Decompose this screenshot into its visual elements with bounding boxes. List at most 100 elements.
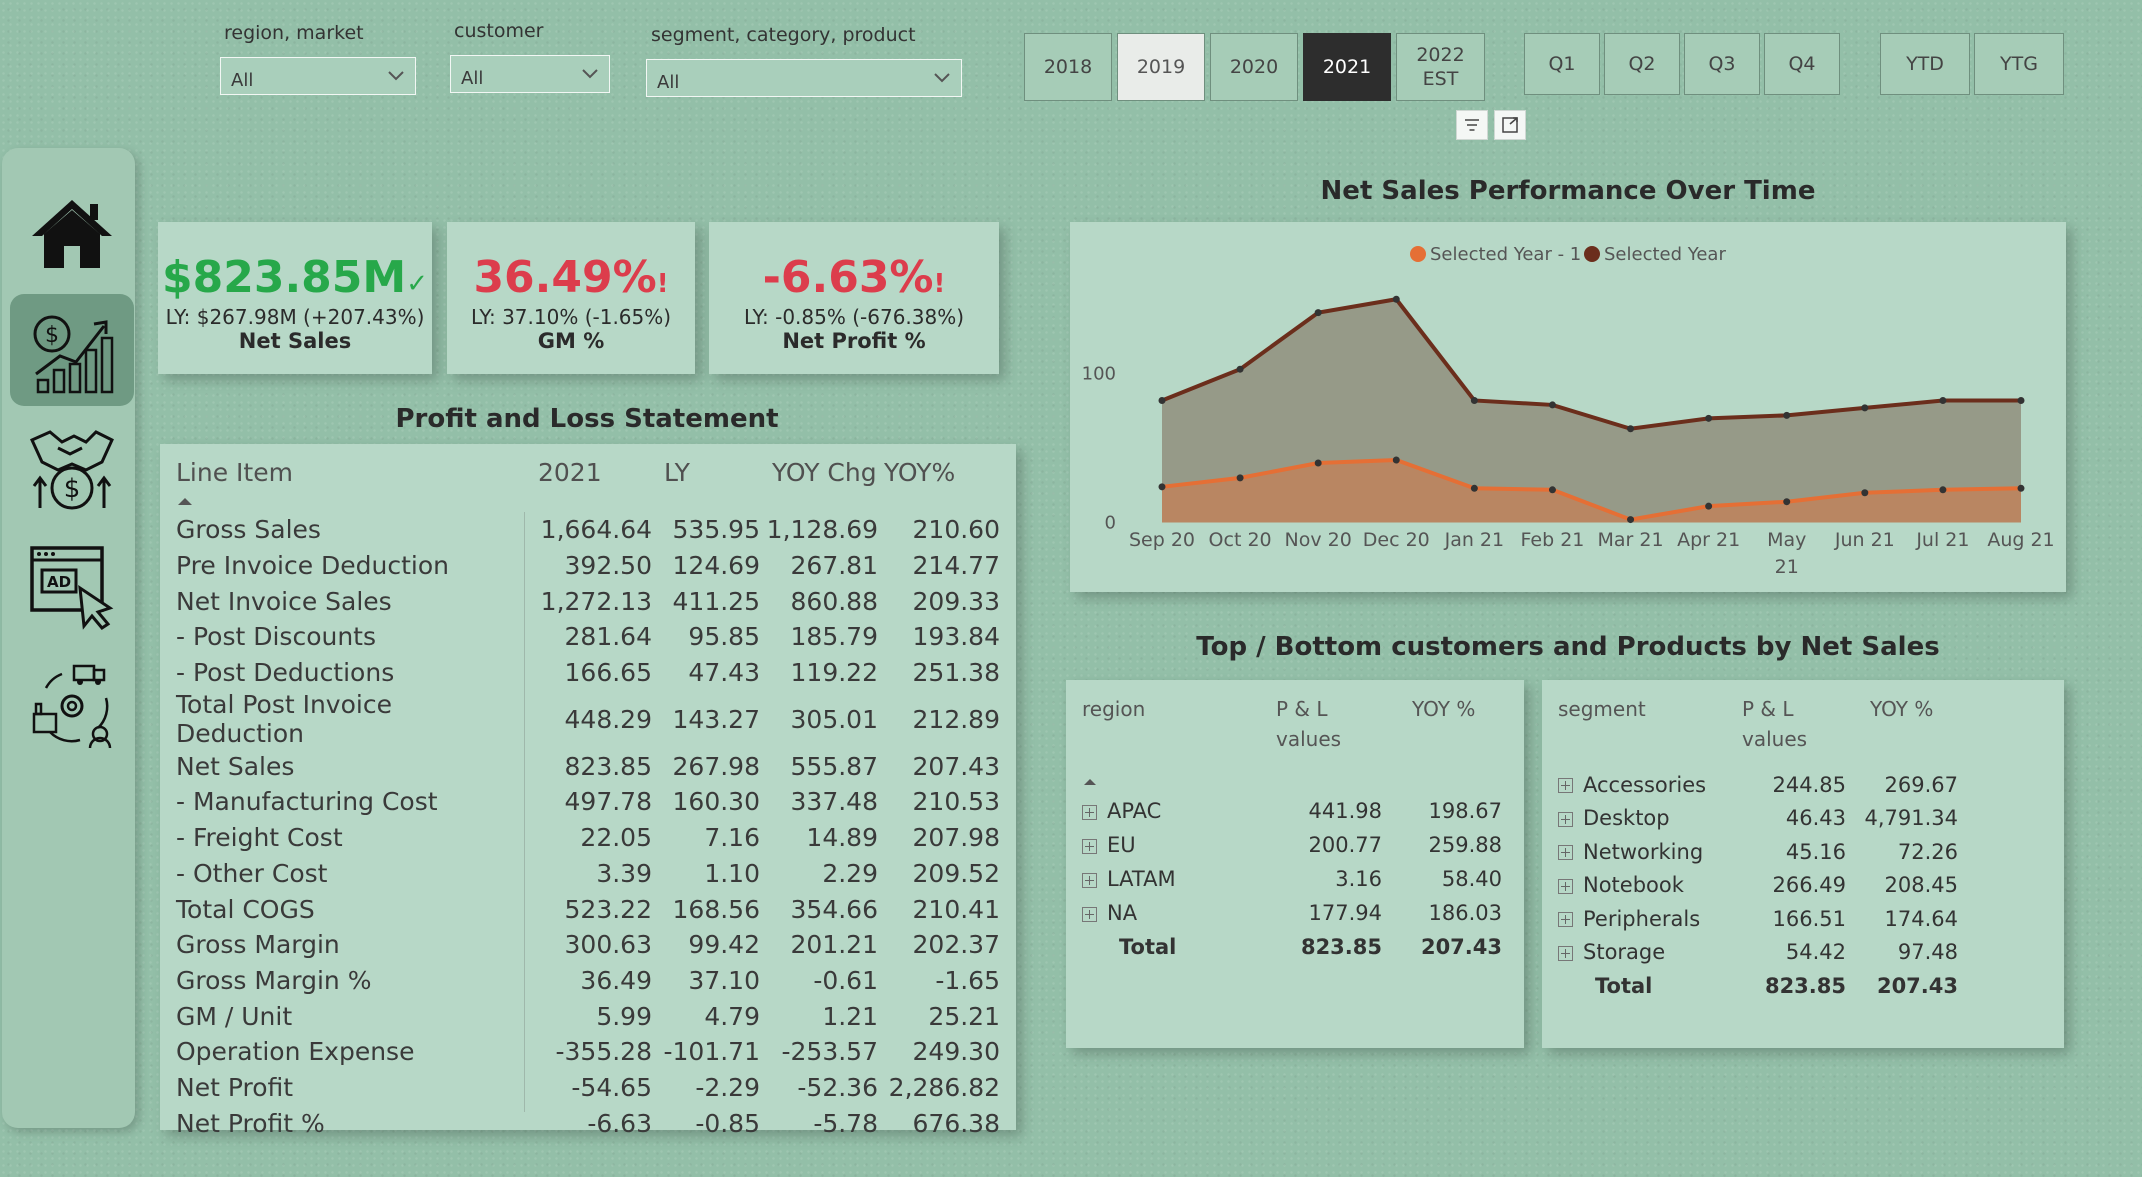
matrix-label-cell: LATAM [1082, 862, 1276, 896]
pl-line-item: Total COGS [176, 894, 315, 924]
expand-icon[interactable] [1082, 872, 1097, 888]
filter-icon[interactable] [1456, 110, 1488, 140]
pl-title: Profit and Loss Statement [395, 404, 779, 434]
expand-icon[interactable] [1558, 778, 1573, 794]
x-tick-label: Jan 21 [1444, 529, 1505, 551]
segment-row[interactable]: Desktop 46.43 4,791.34 [1558, 802, 1958, 836]
pl-row: Operation Expense -355.28 -101.71 -253.57 24… [176, 1034, 1000, 1070]
year-button-2022-est[interactable]: 2022 EST [1396, 33, 1485, 101]
region-header-values[interactable]: P & L values [1276, 697, 1342, 751]
region-filter-dropdown[interactable]: All [220, 57, 416, 95]
pl-row: Total Post Invoice Deduction 448.29 143.27… [176, 690, 1000, 748]
segment-row[interactable]: Storage 54.42 97.48 [1558, 936, 1958, 970]
gm-ly: LY: 37.10% (-1.65%) [470, 305, 672, 329]
expand-icon[interactable] [1082, 838, 1097, 854]
pl-header-ly[interactable]: LY [664, 458, 690, 487]
data-point [1392, 456, 1400, 464]
segment-header-values[interactable]: P & L values [1742, 697, 1808, 751]
pl-cell: 166.65 [564, 658, 652, 688]
data-point [1548, 401, 1556, 409]
expand-icon[interactable] [1558, 912, 1573, 928]
pl-cell: 209.52 [912, 858, 1000, 888]
focus-mode-icon[interactable] [1494, 110, 1526, 140]
data-point [1158, 396, 1166, 404]
nav-customers-button[interactable]: $ [10, 412, 134, 524]
nav-marketing-button[interactable]: AD [10, 530, 134, 642]
matrix-label-cell: NA [1082, 896, 1276, 930]
series-line-selected-year [1161, 297, 2021, 431]
period-button-ytd[interactable]: YTD [1880, 33, 1970, 95]
nav-finance-button[interactable]: $ [10, 294, 134, 406]
pl-cell: 535.95 [672, 515, 760, 545]
x-tick-label: Jul 21 [1915, 529, 1969, 551]
segment-row[interactable]: Notebook 266.49 208.45 [1558, 869, 1958, 903]
region-row[interactable]: LATAM 3.16 58.40 [1082, 862, 1502, 896]
matrix-total-label: Total [1119, 935, 1177, 959]
pl-header-line-item[interactable]: Line Item [176, 458, 526, 512]
segment-header[interactable]: segment [1558, 697, 1646, 721]
year-button-2020[interactable]: 2020 [1210, 33, 1298, 101]
net-profit-value: -6.63%! [762, 252, 946, 303]
expand-icon[interactable] [1082, 906, 1097, 922]
nav-supply-chain-button[interactable] [10, 648, 134, 760]
pl-line-item: - Freight Cost [176, 823, 343, 853]
x-tick-label: Sep 20 [1129, 529, 1195, 551]
nav-home-button[interactable] [10, 178, 134, 290]
expand-icon[interactable] [1558, 878, 1573, 894]
quarter-button-q4[interactable]: Q4 [1764, 33, 1840, 95]
gm-value: 36.49%! [473, 252, 669, 303]
year-button-2018[interactable]: 2018 [1024, 33, 1112, 101]
net-profit-label: Net Profit % [782, 329, 926, 353]
x-tick-label: Feb 21 [1521, 529, 1585, 551]
segment-row[interactable]: Networking 45.16 72.26 [1558, 835, 1958, 869]
region-header-yoy[interactable]: YOY % [1412, 697, 1476, 721]
region-row[interactable]: APAC 441.98 198.67 [1082, 794, 1502, 828]
svg-text:$: $ [64, 474, 81, 504]
pl-header-year[interactable]: 2021 [538, 458, 602, 487]
pl-header-yoy-pct[interactable]: YOY% [884, 458, 956, 487]
pl-cell: 300.63 [564, 930, 652, 960]
y-tick-label: 0 [1105, 513, 1116, 534]
segment-filter-label: segment, category, product [651, 24, 916, 46]
pl-cell: 99.42 [688, 930, 760, 960]
matrix-label-cell: Storage [1558, 936, 1742, 970]
period-button-ytg[interactable]: YTG [1974, 33, 2064, 95]
pl-row: Gross Margin 300.63 99.42 201.21 202.37 [176, 927, 1000, 963]
net-sales-label: Net Sales [238, 329, 352, 353]
segment-row[interactable]: Peripherals 166.51 174.64 [1558, 902, 1958, 936]
kpi-card-net-sales: $823.85M✓ LY: $267.98M (+207.43%) Net Sa… [158, 222, 432, 374]
pl-cell: 1,128.69 [766, 515, 878, 545]
expand-icon[interactable] [1558, 945, 1573, 961]
pl-cell: 3.39 [596, 858, 652, 888]
region-row[interactable]: NA 177.94 186.03 [1082, 896, 1502, 930]
matrix-value: 269.67 [1884, 772, 1958, 797]
pl-cell: 143.27 [672, 704, 760, 734]
expand-icon[interactable] [1082, 804, 1097, 820]
region-matrix-panel: region P & L values YOY % APAC 441.98 198.… [1066, 680, 1524, 1048]
matrix-label: Notebook [1583, 873, 1684, 898]
quarter-button-q1[interactable]: Q1 [1524, 33, 1600, 95]
pl-cell: -0.85 [695, 1108, 760, 1138]
segment-header-yoy[interactable]: YOY % [1870, 697, 1934, 721]
net-sales-chart: 0 100 Sep 20 Oct 20 Nov 20 Dec 20 Jan 21 Feb 21… [1082, 244, 2055, 578]
segment-total-row: Total 823.85 207.43 [1558, 969, 1958, 1003]
pl-cell: -1.65 [935, 965, 1000, 995]
expand-icon[interactable] [1558, 811, 1573, 827]
region-row[interactable]: EU 200.77 259.88 [1082, 828, 1502, 862]
segment-row[interactable]: Accessories 244.85 269.67 [1558, 768, 1958, 802]
segment-filter-dropdown[interactable]: All [646, 59, 962, 97]
pl-cell: 185.79 [790, 622, 878, 652]
year-button-2019[interactable]: 2019 [1117, 33, 1205, 101]
expand-icon[interactable] [1558, 845, 1573, 861]
quarter-button-q2[interactable]: Q2 [1604, 33, 1680, 95]
region-header[interactable]: region [1082, 697, 1146, 721]
pl-cell: 267.98 [672, 751, 760, 781]
home-icon [32, 200, 112, 268]
quarter-button-q3[interactable]: Q3 [1684, 33, 1760, 95]
matrix-value: 177.94 [1308, 901, 1382, 925]
year-button-2021[interactable]: 2021 [1303, 33, 1391, 101]
data-point [1861, 489, 1869, 497]
customer-filter-dropdown[interactable]: All [450, 55, 610, 93]
pl-cell: 22.05 [580, 823, 652, 853]
pl-header-yoy-chg[interactable]: YOY Chg [772, 458, 877, 487]
